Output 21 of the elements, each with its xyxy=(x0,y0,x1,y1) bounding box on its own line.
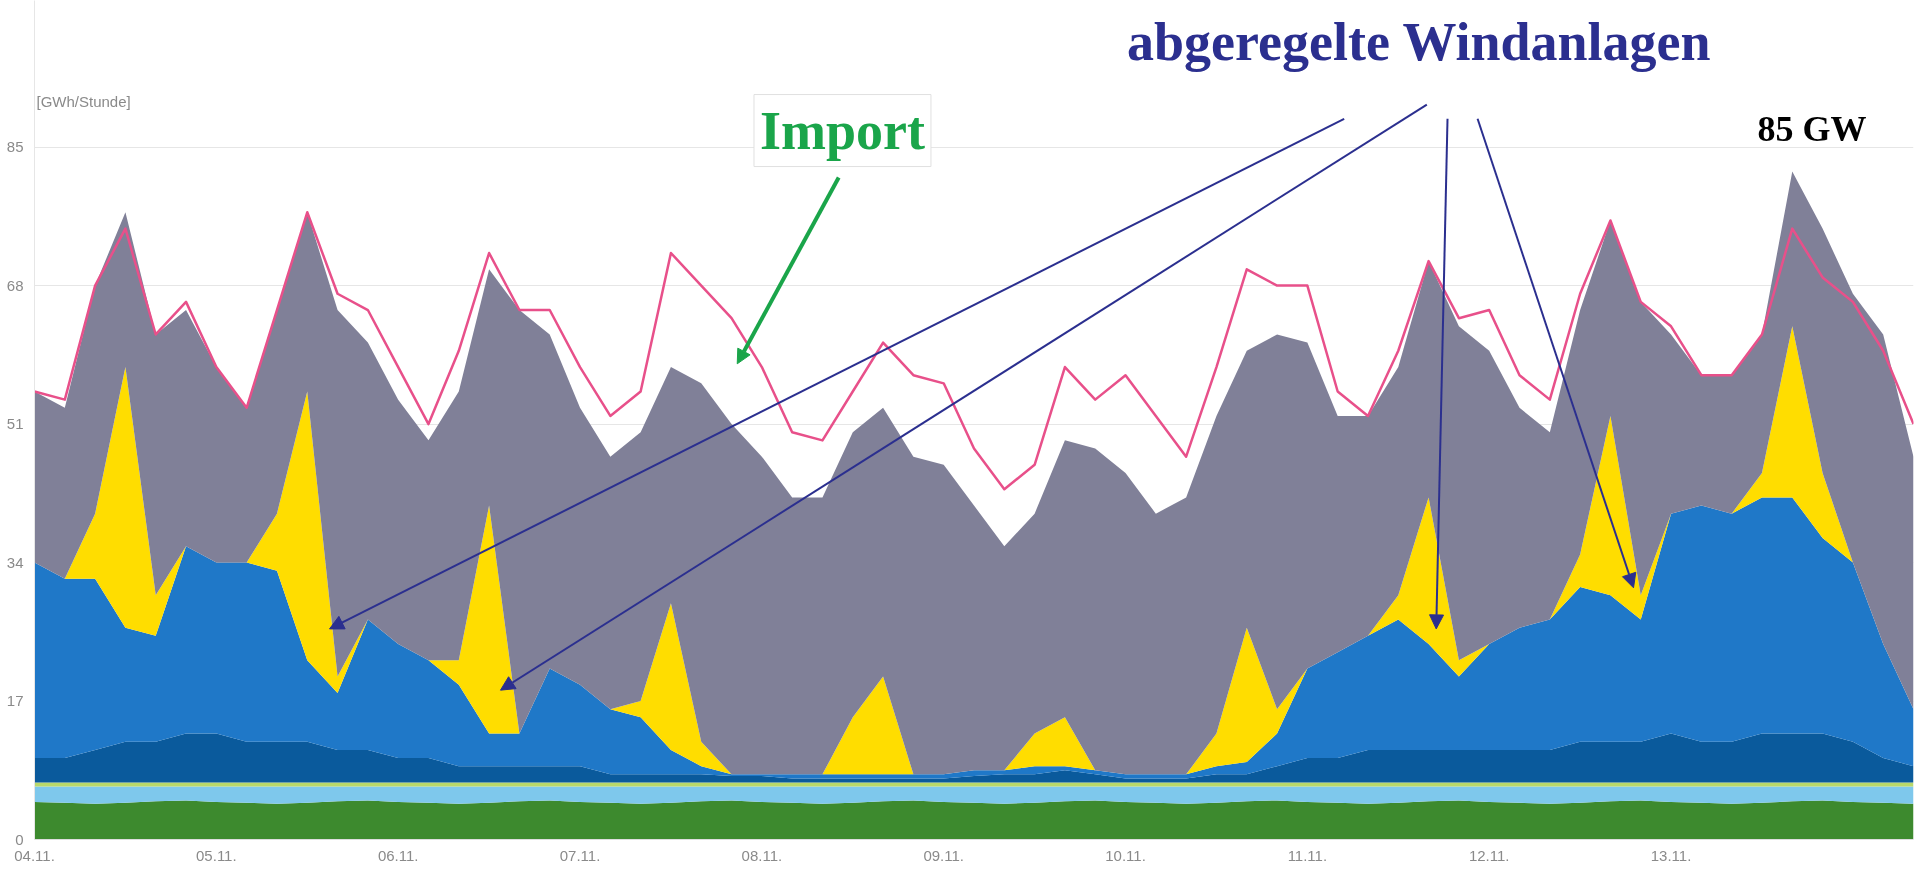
y-axis-title: [GWh/Stunde] xyxy=(36,92,131,110)
y-tick-label: 0 xyxy=(15,830,24,848)
y-tick-label: 51 xyxy=(6,415,24,433)
x-tick-label: 05.11. xyxy=(196,846,237,864)
x-tick-label: 06.11. xyxy=(377,846,419,864)
x-tick-label: 10.11. xyxy=(1105,846,1146,864)
x-tick-label: 11.11. xyxy=(1287,846,1328,864)
x-tick-label: 09.11. xyxy=(923,846,964,864)
x-tick-label: 08.11. xyxy=(741,846,783,864)
line-series xyxy=(34,211,1914,491)
annotation: 85 GW xyxy=(1757,108,1867,149)
x-tick-label: 07.11. xyxy=(559,846,601,864)
y-tick-label: 68 xyxy=(6,276,24,294)
y-tick-label: 34 xyxy=(6,553,24,571)
annotation: Import xyxy=(759,100,925,161)
x-tick-label: 12.11. xyxy=(1468,846,1510,864)
y-tick-label: 85 xyxy=(6,138,24,156)
x-tick-label: 04.11. xyxy=(14,846,55,864)
y-tick-label: 17 xyxy=(6,692,24,710)
x-tick-label: 13.11. xyxy=(1650,846,1692,864)
annotation: abgeregelte Windanlagen xyxy=(1127,12,1711,73)
